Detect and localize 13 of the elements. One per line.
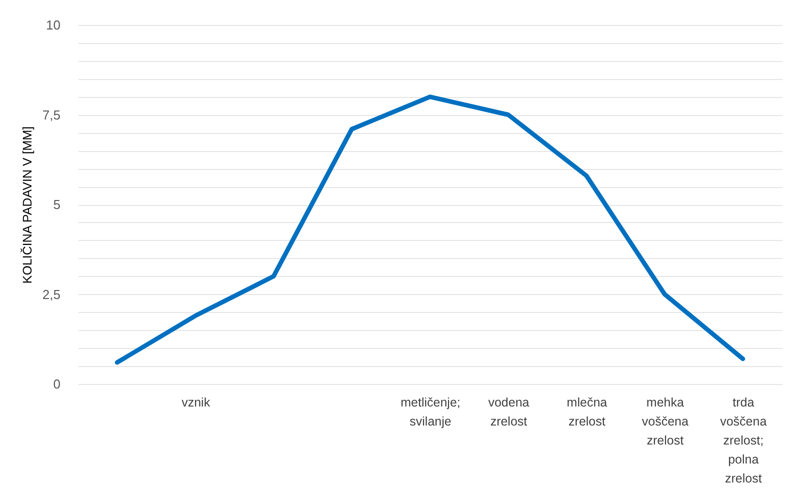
y-axis-title: KOLIČINA PADAVIN V [MM] bbox=[20, 126, 34, 284]
x-tick-label: metličenje; svilanje bbox=[400, 396, 460, 428]
y-tick-label: 10 bbox=[46, 18, 60, 32]
y-tick-label: 7,5 bbox=[42, 107, 60, 122]
y-tick-label: 0 bbox=[53, 376, 60, 392]
y-tick-label: 2,5 bbox=[42, 286, 60, 302]
x-tick-label: trda voščena zrelost; polna zrelost bbox=[720, 396, 767, 486]
x-tick-label: mehka voščena zrelost bbox=[642, 396, 688, 448]
x-tick-label: vodena zrelost bbox=[488, 396, 530, 428]
y-tick-label: 5 bbox=[53, 197, 60, 212]
line-series bbox=[114, 94, 746, 365]
x-tick-label: mlečna zrelost bbox=[566, 396, 608, 428]
x-tick-label: vznik bbox=[182, 396, 211, 410]
